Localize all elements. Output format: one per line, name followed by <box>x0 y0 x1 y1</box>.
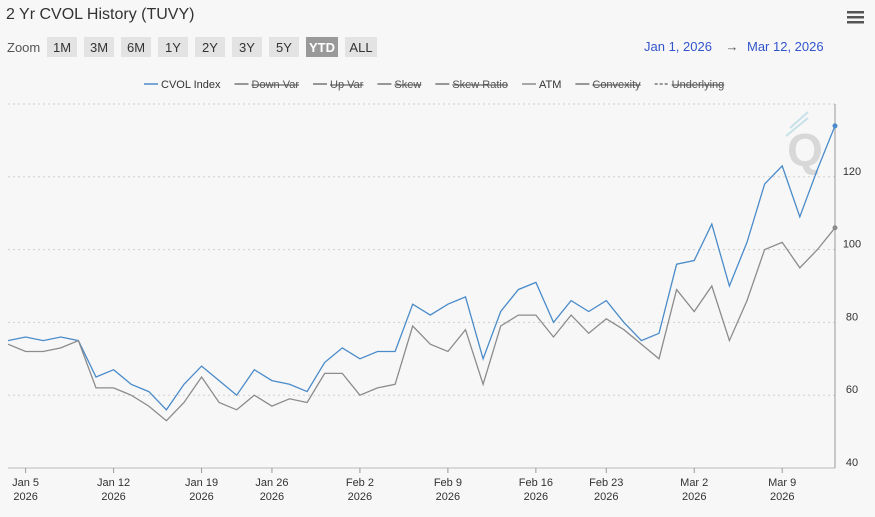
x-tick-label: Jan 5 2026 <box>12 477 39 503</box>
y-tick-label: 40 <box>846 457 858 469</box>
x-tick-label: Mar 9 2026 <box>768 477 796 503</box>
zoom-button-bg <box>345 37 377 57</box>
zoom-button[interactable]: 1Y <box>158 37 188 57</box>
x-tick-label: Jan 12 2026 <box>97 477 130 503</box>
legend-item[interactable]: Convexity <box>575 79 641 91</box>
zoom-button-label: 1M <box>53 40 71 55</box>
x-tick-label: Feb 2 2026 <box>346 477 374 503</box>
legend-label: CVOL Index <box>161 79 221 91</box>
legend-item[interactable]: Skew Ratio <box>435 79 508 91</box>
y-tick-label: 100 <box>843 239 861 251</box>
zoom-button[interactable]: 6M <box>121 37 151 57</box>
zoom-button[interactable]: YTD <box>306 37 338 57</box>
zoom-button[interactable]: 3Y <box>232 37 262 57</box>
x-tick-label: Mar 2 2026 <box>680 477 708 503</box>
legend-label: Skew <box>394 79 421 91</box>
zoom-button-bg <box>195 37 225 57</box>
zoom-button-bg <box>232 37 262 57</box>
zoom-button-bg <box>121 37 151 57</box>
zoom-button-label: 3M <box>90 40 108 55</box>
y-tick-label: 80 <box>846 311 858 323</box>
zoom-button[interactable]: 1M <box>47 37 77 57</box>
legend-label: Up Var <box>330 79 364 91</box>
zoom-label: Zoom <box>7 40 40 55</box>
menu-icon[interactable] <box>847 11 864 24</box>
zoom-button-label: 2Y <box>202 40 218 55</box>
x-tick-label: Feb 9 2026 <box>434 477 462 503</box>
range-from[interactable]: Jan 1, 2026 <box>644 39 712 54</box>
legend-item[interactable]: Skew <box>377 79 421 91</box>
range-arrow: → <box>726 39 739 54</box>
zoom-button-label: 1Y <box>165 40 181 55</box>
zoom-button-bg <box>158 37 188 57</box>
zoom-button[interactable]: 2Y <box>195 37 225 57</box>
zoom-button[interactable]: 3M <box>84 37 114 57</box>
end-marker <box>832 123 838 129</box>
zoom-button-bg <box>306 37 338 57</box>
legend-item[interactable]: Up Var <box>313 79 364 91</box>
legend-label: Convexity <box>592 79 641 91</box>
zoom-button-bg <box>47 37 77 57</box>
legend: CVOL Index Down Var Up Var Skew Skew Ratio AT… <box>144 79 724 91</box>
zoom-button-label: ALL <box>349 40 372 55</box>
svg-text:Q: Q <box>787 124 823 176</box>
legend-label: Underlying <box>672 79 725 91</box>
zoom-button[interactable]: ALL <box>345 37 377 57</box>
legend-item[interactable]: ATM <box>521 79 561 91</box>
watermark: Q <box>785 111 823 176</box>
x-tick-label: Jan 19 2026 <box>185 477 218 503</box>
legend-item[interactable]: Underlying <box>654 79 725 91</box>
zoom-button-label: 5Y <box>276 40 292 55</box>
y-tick-label: 120 <box>843 166 861 178</box>
end-marker <box>832 225 838 231</box>
zoom-button-label: YTD <box>309 40 335 55</box>
chart-title: 2 Yr CVOL History (TUVY) <box>6 6 194 23</box>
y-tick-label: 60 <box>846 384 858 396</box>
legend-label: ATM <box>539 79 561 91</box>
x-tick-label: Jan 26 2026 <box>255 477 288 503</box>
series-line <box>7 125 836 411</box>
range-to[interactable]: Mar 12, 2026 <box>747 39 824 54</box>
x-tick-label: Feb 16 2026 <box>519 477 553 503</box>
series-line <box>7 227 836 422</box>
legend-label: Down Var <box>252 79 300 91</box>
zoom-button-label: 6M <box>127 40 145 55</box>
zoom-button-label: 3Y <box>239 40 255 55</box>
zoom-button[interactable]: 5Y <box>269 37 299 57</box>
legend-label: Skew Ratio <box>452 79 508 91</box>
zoom-button-bg <box>269 37 299 57</box>
zoom-button-bg <box>84 37 114 57</box>
legend-item[interactable]: Down Var <box>234 79 300 91</box>
legend-item[interactable]: CVOL Index <box>144 79 221 91</box>
x-tick-label: Feb 23 2026 <box>589 477 623 503</box>
